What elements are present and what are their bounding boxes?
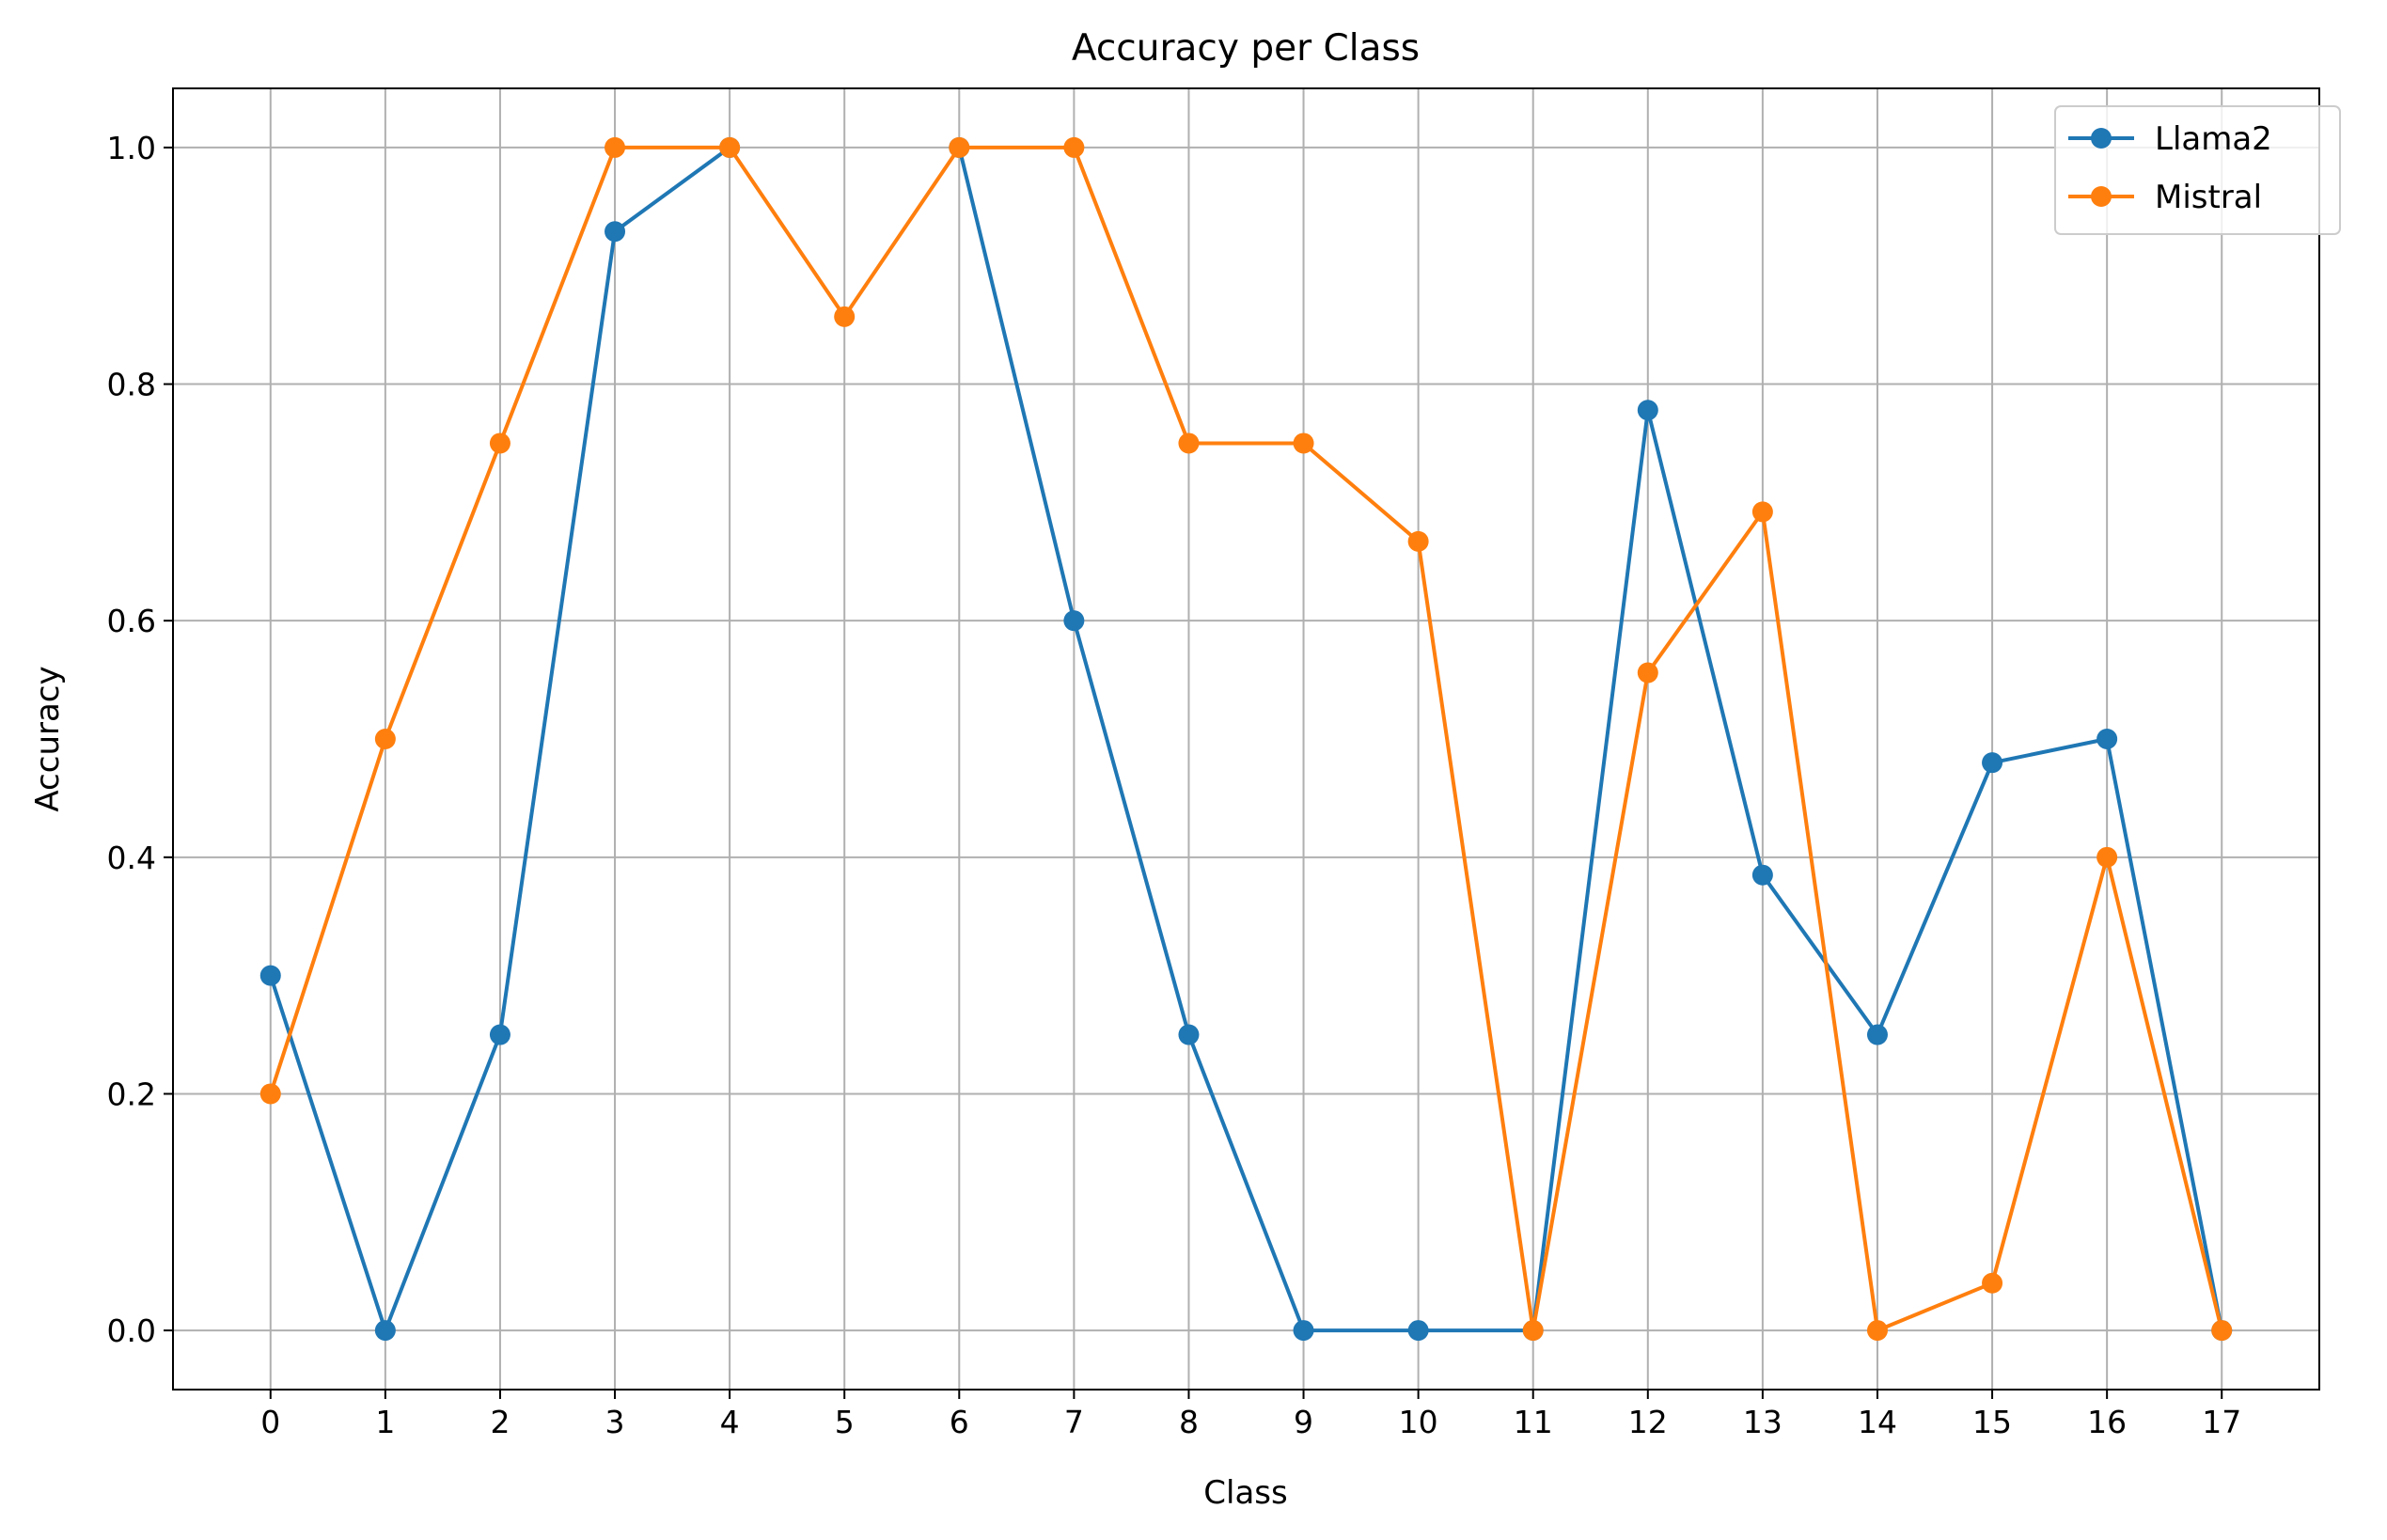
data-point-mistral	[1293, 432, 1314, 454]
y-tick-label: 0.0	[107, 1312, 156, 1349]
y-tick-label: 0.2	[107, 1076, 156, 1112]
data-point-mistral	[1407, 530, 1429, 552]
data-point-llama2	[2096, 729, 2118, 749]
x-tick-label: 10	[1399, 1404, 1438, 1440]
data-point-mistral	[1522, 1320, 1544, 1342]
legend-marker-mistral	[2091, 186, 2112, 207]
data-point-mistral	[719, 136, 741, 158]
x-tick-label: 6	[950, 1404, 969, 1440]
data-point-llama2	[1063, 610, 1085, 632]
x-tick-label: 12	[1628, 1404, 1668, 1440]
x-tick-label: 0	[260, 1404, 280, 1440]
data-point-llama2	[1293, 1320, 1314, 1342]
x-tick-label: 11	[1514, 1404, 1553, 1440]
series-mistral	[259, 136, 2233, 1342]
data-point-mistral	[949, 136, 970, 158]
data-point-mistral	[1063, 136, 1085, 158]
data-point-llama2	[374, 1320, 396, 1342]
data-point-mistral	[605, 136, 626, 158]
legend: Llama2 Mistral	[2054, 105, 2341, 235]
plot-frame	[172, 87, 2320, 1391]
data-point-llama2	[259, 965, 281, 986]
data-point-mistral	[1637, 662, 1658, 684]
x-tick-label: 13	[1743, 1404, 1782, 1440]
data-point-llama2	[1178, 1024, 1200, 1045]
legend-items: Llama2 Mistral	[2068, 120, 2272, 216]
y-tick-label: 0.4	[107, 840, 156, 876]
x-axis-label: Class	[1203, 1474, 1287, 1512]
x-tick-label: 9	[1294, 1404, 1313, 1440]
x-tick-label: 7	[1064, 1404, 1084, 1440]
x-tick-label: 14	[1858, 1404, 1897, 1440]
series-llama2	[259, 136, 2233, 1342]
x-tick-label: 3	[605, 1404, 625, 1440]
data-point-mistral	[2096, 846, 2118, 868]
x-tick-label: 15	[1972, 1404, 2012, 1440]
data-point-llama2	[1637, 400, 1658, 421]
data-point-mistral	[489, 432, 510, 454]
x-tick-label: 1	[375, 1404, 395, 1440]
data-point-mistral	[1751, 501, 1773, 523]
series-lines	[259, 136, 2233, 1342]
data-point-mistral	[1866, 1320, 1888, 1342]
chart-title: Accuracy per Class	[1072, 27, 1420, 70]
data-point-llama2	[1407, 1320, 1429, 1342]
x-tick-label: 5	[835, 1404, 855, 1440]
grid-lines	[173, 88, 2319, 1390]
x-tick-label: 8	[1179, 1404, 1199, 1440]
x-tick-label: 2	[490, 1404, 510, 1440]
legend-marker-llama2	[2091, 128, 2112, 149]
x-tick-label: 17	[2202, 1404, 2241, 1440]
data-point-llama2	[1866, 1024, 1888, 1045]
y-axis-label: Accuracy	[29, 666, 67, 811]
x-tick-label: 4	[720, 1404, 740, 1440]
data-point-mistral	[834, 306, 856, 327]
data-point-mistral	[374, 729, 396, 749]
data-point-mistral	[2211, 1320, 2233, 1342]
y-tick-label: 0.6	[107, 603, 156, 639]
x-tick-label: 16	[2087, 1404, 2127, 1440]
data-point-mistral	[259, 1083, 281, 1105]
series-line-mistral	[268, 145, 2224, 1333]
data-point-mistral	[1178, 432, 1200, 454]
data-point-llama2	[1982, 752, 2003, 774]
y-tick-label: 0.8	[107, 367, 156, 403]
legend-label-llama2: Llama2	[2155, 120, 2272, 158]
data-point-llama2	[605, 221, 626, 243]
data-point-mistral	[1982, 1272, 2003, 1294]
legend-label-mistral: Mistral	[2155, 179, 2262, 216]
data-point-llama2	[489, 1024, 510, 1045]
y-tick-label: 1.0	[107, 130, 156, 166]
data-point-llama2	[1751, 864, 1773, 886]
axis-ticks: 0 1 2 3 4 5 6 7 8 9 10 11 12 13 14 15 16 170.00.20.40.60.…	[107, 130, 2242, 1440]
